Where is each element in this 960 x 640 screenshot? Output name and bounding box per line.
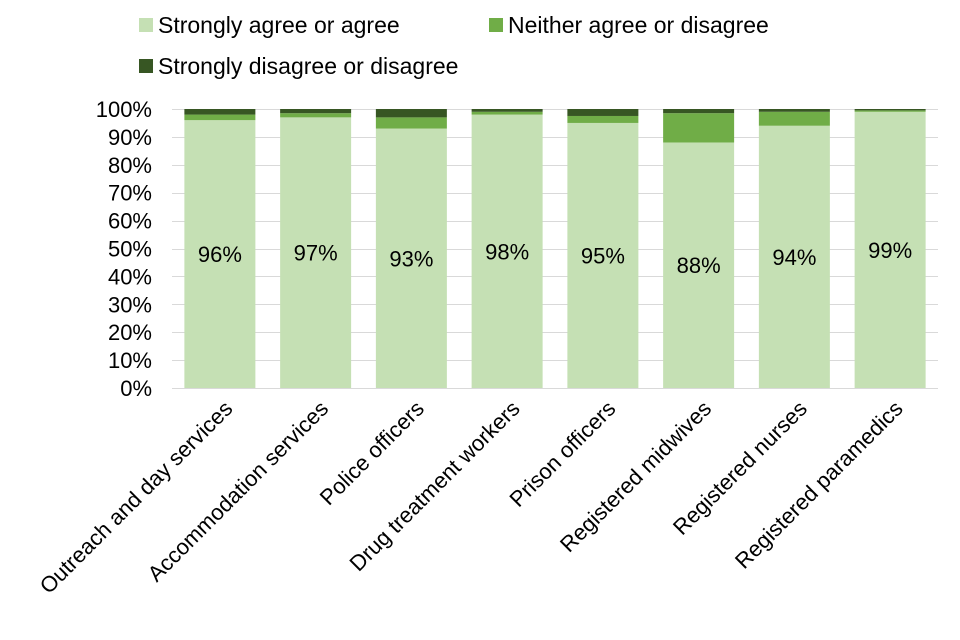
bar-segment-agree: [758, 125, 830, 389]
bar-segment-disagree: [375, 109, 447, 118]
legend: Strongly agree or agree Neither agree or …: [139, 12, 769, 79]
bar-segment-disagree: [184, 109, 256, 115]
bar-segment-disagree: [280, 109, 352, 114]
y-tick-label: 40%: [108, 264, 152, 289]
bar-segment-agree: [567, 122, 639, 388]
bar-segment-neither: [375, 117, 447, 129]
y-tick-label: 10%: [108, 348, 152, 373]
legend-label: Neither agree or disagree: [508, 12, 769, 38]
y-tick-label: 80%: [108, 153, 152, 178]
y-axis: 0% 10% 20% 30% 40%50% 60% 70% 80% 90% 100%: [96, 97, 152, 401]
bar-segment-neither: [663, 113, 735, 143]
y-tick-label: 100%: [96, 97, 152, 122]
y-tick-label: 60%: [108, 209, 152, 234]
legend-swatch: [139, 59, 153, 73]
data-label: 94%: [772, 245, 816, 270]
legend-label: Strongly agree or agree: [158, 12, 400, 38]
legend-swatch: [489, 18, 503, 32]
legend-swatch: [139, 18, 153, 32]
bar-segment-neither: [471, 111, 543, 115]
bar-segment-neither: [567, 115, 639, 123]
data-label: 99%: [868, 238, 912, 263]
data-label: 93%: [389, 246, 433, 271]
bar-segment-disagree: [854, 109, 926, 111]
bar-segment-disagree: [663, 109, 735, 114]
legend-label: Strongly disagree or disagree: [158, 53, 458, 79]
bar-segment-neither: [758, 111, 830, 126]
bars: [184, 109, 926, 389]
bar-segment-neither: [854, 110, 926, 112]
bar-segment-agree: [184, 120, 256, 388]
y-tick-label: 70%: [108, 181, 152, 206]
bar-segment-neither: [280, 113, 352, 118]
data-label: 98%: [485, 239, 529, 264]
bar-segment-agree: [375, 128, 447, 388]
y-tick-label: 30%: [108, 292, 152, 317]
bar-segment-disagree: [471, 109, 543, 112]
bar-segment-agree: [854, 111, 926, 388]
data-label: 95%: [581, 243, 625, 268]
category-label: Registered paramedics: [730, 396, 908, 574]
y-tick-label: 20%: [108, 320, 152, 345]
category-label: Drug treatment workers: [344, 396, 524, 576]
category-label: Outreach and day services: [35, 396, 238, 599]
bar-segment-agree: [280, 117, 352, 389]
bar-segment-disagree: [567, 109, 639, 116]
data-label: 96%: [198, 242, 242, 267]
data-label: 88%: [677, 253, 721, 278]
y-tick-label: 90%: [108, 125, 152, 150]
category-label: Accommodation services: [143, 396, 334, 587]
bar-segment-agree: [471, 114, 543, 388]
bar-segment-disagree: [758, 109, 830, 112]
y-tick-label: 50%: [108, 237, 152, 262]
y-tick-label: 0%: [120, 376, 152, 401]
data-labels: 96% 97% 93% 98% 95% 88% 94% 99%: [198, 238, 912, 278]
bar-segment-agree: [663, 142, 735, 388]
bar-segment-neither: [184, 114, 256, 121]
data-label: 97%: [294, 241, 338, 266]
